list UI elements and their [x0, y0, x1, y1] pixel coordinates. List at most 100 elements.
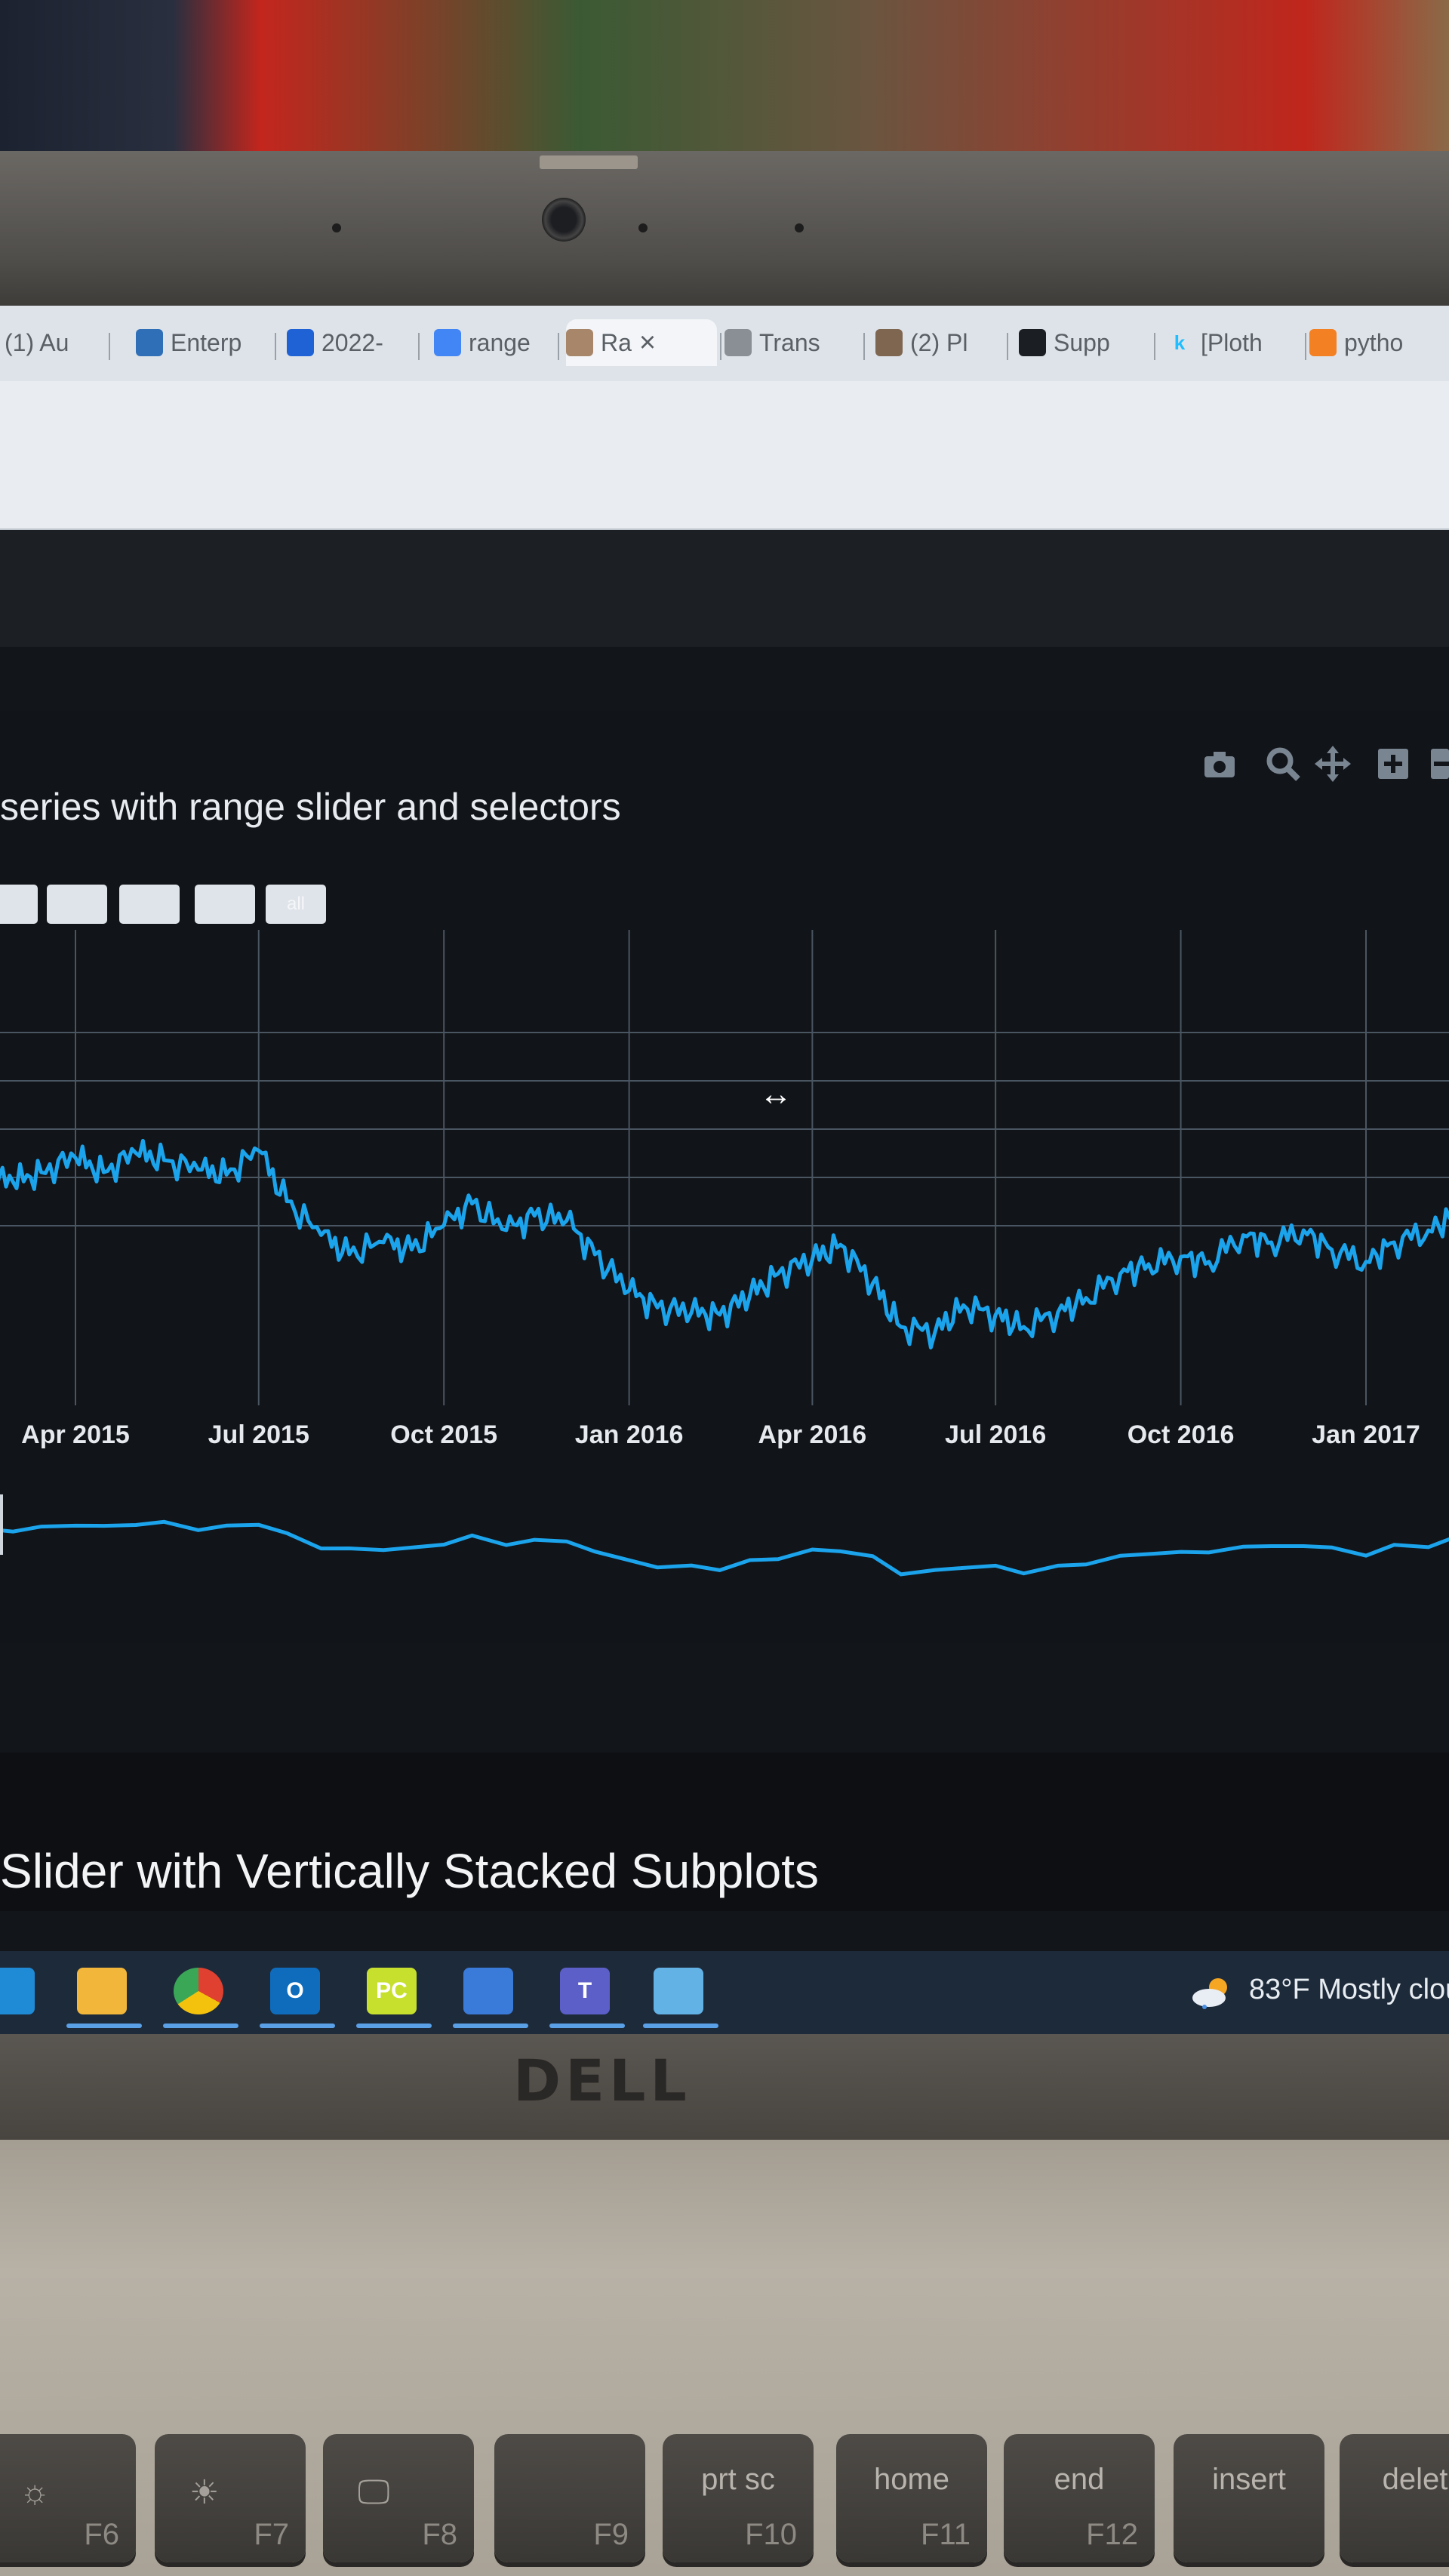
x-tick-label: Apr 2015 — [21, 1420, 130, 1449]
keyboard-key[interactable]: home F11 — [836, 2434, 987, 2562]
chart-title: series with range slider and selectors — [0, 786, 621, 828]
key-glyph-icon: ☀ — [189, 2474, 220, 2511]
x-tick-label: Jul 2015 — [208, 1420, 309, 1449]
browser-tab[interactable]: (1) Au — [0, 319, 106, 366]
keyboard-key[interactable]: 🖵 F8 — [323, 2434, 474, 2562]
browser-tab-label: 2022- — [321, 328, 383, 356]
browser-tab[interactable]: Ra × — [566, 319, 717, 366]
kaggle-icon: k — [1174, 331, 1186, 354]
x-tick-label: Oct 2016 — [1128, 1420, 1235, 1449]
key-label: delet — [1382, 2463, 1448, 2496]
series-line[interactable] — [0, 1138, 1449, 1350]
laptop-lid-top-bezel — [0, 151, 1449, 312]
range-slider[interactable] — [0, 1479, 1449, 1706]
pycharm-icon[interactable]: PC — [367, 1968, 417, 2014]
browser-tab[interactable]: (2) Pl — [875, 319, 1004, 366]
x-tick-label: Jul 2016 — [945, 1420, 1046, 1449]
taskbar-running-indicator — [549, 2024, 625, 2028]
browser-tab[interactable]: Supp — [1019, 319, 1151, 366]
taskbar-running-indicator — [356, 2024, 432, 2028]
range-selector-all-button[interactable]: all — [266, 885, 326, 924]
pan-icon[interactable] — [1315, 746, 1351, 790]
zoom-out-icon[interactable] — [1431, 749, 1449, 787]
resize-cursor-icon: ↔ — [759, 1076, 792, 1113]
keyboard-key[interactable]: F9 — [494, 2434, 645, 2562]
google-icon — [434, 329, 461, 356]
browser-tab-label: Supp — [1054, 328, 1110, 356]
browser-tab-label: range — [469, 328, 531, 356]
key-function-label: F7 — [254, 2518, 289, 2551]
taskbar-running-indicator — [260, 2024, 335, 2028]
browser-tab[interactable]: k [Ploth — [1166, 319, 1302, 366]
github-icon — [1019, 329, 1046, 356]
zoom-icon[interactable] — [1265, 746, 1301, 790]
keyboard-key[interactable]: insert — [1174, 2434, 1324, 2562]
close-tab-icon[interactable]: × — [638, 326, 657, 359]
keyboard-key[interactable]: delet — [1340, 2434, 1449, 2562]
range-selector-button[interactable] — [119, 885, 180, 924]
browser-tab-strip: (1) Au Enterp 2022- range Ra × Trans (2) Pl Supp… — [0, 306, 1449, 381]
range-slider-series-line — [0, 1519, 1449, 1577]
browser-tab[interactable]: 2022- — [287, 319, 415, 366]
notepad-icon[interactable] — [654, 1968, 703, 2014]
range-selector-button[interactable] — [0, 885, 38, 924]
key-function-label: F12 — [1086, 2518, 1138, 2551]
dell-logo: DELL — [513, 2047, 691, 2114]
keyboard-key[interactable]: prt sc F10 — [663, 2434, 814, 2562]
key-glyph-icon: 🖵 — [358, 2473, 390, 2510]
tab-separator — [1154, 333, 1155, 360]
tab-separator — [720, 333, 721, 360]
browser-tab-label: pytho — [1344, 328, 1404, 356]
browser-tab-label: Enterp — [171, 328, 242, 356]
range-selector-button[interactable] — [47, 885, 107, 924]
laptop-screen: (1) Au Enterp 2022- range Ra × Trans (2) Pl Supp… — [0, 306, 1449, 2034]
browser-toolbar — [0, 381, 1449, 530]
tab-separator — [1305, 333, 1306, 360]
background-scene — [0, 0, 1449, 166]
laptop-bottom-bezel — [0, 2034, 1449, 2140]
windows-taskbar: O PC T 83°F Mostly clou — [0, 1951, 1449, 2034]
webcam-icon — [542, 198, 586, 242]
browser-tab-label: (2) Pl — [910, 328, 968, 356]
key-glyph-icon: ☼ — [20, 2473, 51, 2510]
tab-separator — [863, 333, 865, 360]
range-slider-handle[interactable] — [0, 1494, 3, 1555]
plotly-icon — [875, 329, 903, 356]
dassault-icon — [136, 329, 163, 356]
weather-text[interactable]: 83°F Mostly clou — [1249, 1974, 1449, 2006]
teams-icon[interactable]: T — [560, 1968, 610, 2014]
browser-tab[interactable]: range — [434, 319, 555, 366]
taskbar-running-indicator — [66, 2024, 142, 2028]
tab-separator — [558, 333, 559, 360]
snip-icon[interactable] — [463, 1968, 513, 2014]
keyboard-key[interactable]: end F12 — [1004, 2434, 1155, 2562]
weather-icon[interactable] — [1189, 1974, 1235, 2011]
x-tick-label: Oct 2015 — [390, 1420, 497, 1449]
key-label: end — [1054, 2463, 1105, 2496]
browser-tab[interactable]: Enterp — [136, 319, 272, 366]
browser-tab-label: (1) Au — [5, 328, 69, 356]
confluence-icon — [287, 329, 314, 356]
bezel-sensor-right — [795, 223, 804, 232]
edge-icon[interactable] — [0, 1968, 35, 2014]
outlook-icon[interactable]: O — [270, 1968, 320, 2014]
zoom-in-icon[interactable] — [1378, 749, 1408, 787]
range-selector-button[interactable] — [195, 885, 255, 924]
weather-condition: Mostly clou — [1318, 1974, 1449, 2005]
key-label: home — [873, 2463, 950, 2496]
key-label: insert — [1212, 2463, 1286, 2496]
taskbar-running-indicator — [163, 2024, 238, 2028]
file-explorer-icon[interactable] — [77, 1968, 127, 2014]
tab-separator — [1007, 333, 1008, 360]
browser-tab[interactable]: pytho — [1309, 319, 1449, 366]
stackoverflow-icon — [1309, 329, 1337, 356]
main-plot[interactable]: Apr 2015 Jul 2015 Oct 2015 Jan 2016 Apr 2016… — [0, 915, 1449, 1458]
chrome-icon[interactable] — [174, 1968, 223, 2014]
keyboard-key[interactable]: ☼ F6 — [0, 2434, 136, 2562]
browser-tab-label: [Ploth — [1201, 328, 1263, 356]
keyboard-key[interactable]: ☀ F7 — [155, 2434, 306, 2562]
x-tick-label: Jan 2016 — [575, 1420, 684, 1449]
camera-icon[interactable] — [1203, 749, 1236, 787]
taskbar-running-indicator — [453, 2024, 528, 2028]
browser-tab[interactable]: Trans — [724, 319, 860, 366]
